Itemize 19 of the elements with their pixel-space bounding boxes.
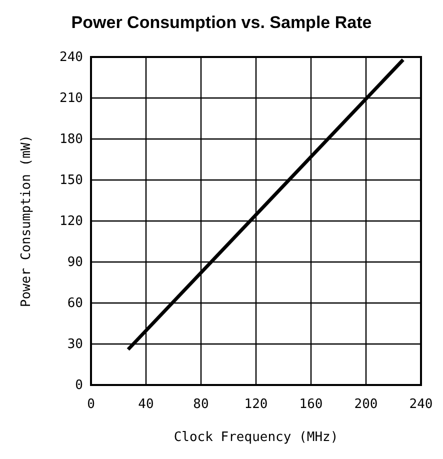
chart-title: Power Consumption vs. Sample Rate (71, 13, 372, 32)
y-axis-title: Power Consumption (mW) (19, 134, 34, 308)
y-tick-label: 180 (60, 132, 83, 148)
x-tick-label: 160 (299, 397, 323, 412)
y-tick-label: 240 (60, 50, 83, 66)
y-tick-label: 30 (67, 337, 83, 352)
x-tick-label: 40 (138, 397, 154, 412)
x-tick-label: 120 (244, 397, 268, 412)
y-tick-label: 60 (67, 296, 83, 312)
y-tick-label: 90 (67, 255, 83, 270)
x-tick-label: 200 (354, 397, 378, 412)
y-tick-label: 120 (60, 214, 83, 230)
x-tick-label: 240 (409, 397, 433, 412)
x-tick-label: 0 (87, 397, 95, 412)
x-tick-label: 80 (193, 397, 209, 412)
y-tick-label: 210 (60, 91, 83, 106)
x-axis-title: Clock Frequency (MHz) (174, 430, 338, 445)
y-tick-label: 150 (60, 173, 83, 188)
y-tick-label: 0 (75, 378, 83, 394)
